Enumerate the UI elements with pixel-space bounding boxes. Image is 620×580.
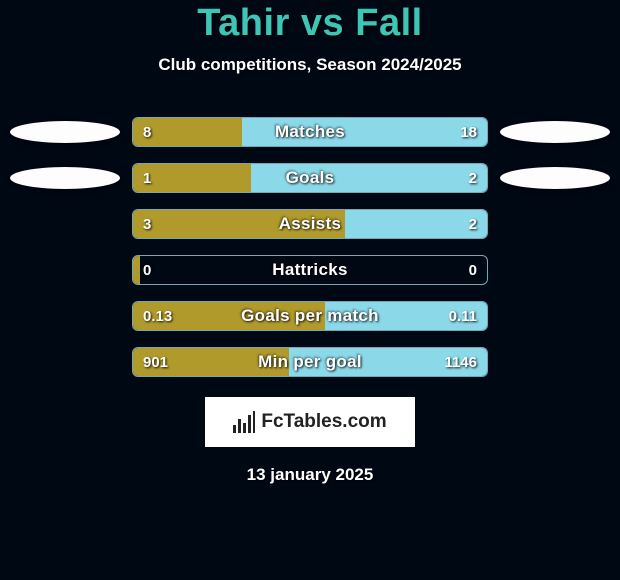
stat-value-right: 1146 [444,348,477,376]
stat-row: Hattricks0 0 [10,255,610,285]
player-avatar-right [500,167,610,189]
stat-bar: Goals per match0.13 0.11 [132,301,488,331]
bars-icon [233,411,255,433]
stat-row: Goals per match0.13 0.11 [10,301,610,331]
player-avatar-right [500,121,610,143]
stat-label: Min per goal [133,348,487,376]
stat-label: Assists [133,210,487,238]
stat-bar: Hattricks0 0 [132,255,488,285]
stat-bar: Assists3 2 [132,209,488,239]
spacer [10,305,120,327]
stat-value-left: 8 [143,118,151,146]
stat-bar: Goals1 2 [132,163,488,193]
date-label: 13 january 2025 [0,465,620,485]
player-avatar-left [10,167,120,189]
stat-label: Goals per match [133,302,487,330]
stats-container: Matches818Goals12Assists32Hattricks00Goa… [0,117,620,377]
stat-row: Matches8 18 [10,117,610,147]
spacer [500,259,610,281]
subtitle: Club competitions, Season 2024/2025 [0,55,620,75]
stat-value-left: 0 [143,256,151,284]
stat-value-right: 2 [469,210,477,238]
spacer [10,259,120,281]
stat-value-left: 0.13 [143,302,172,330]
stat-label: Goals [133,164,487,192]
branding-badge[interactable]: FcTables.com [205,397,415,447]
stat-row: Assists3 2 [10,209,610,239]
spacer [500,305,610,327]
spacer [10,351,120,373]
stat-row: Min per goal901 1146 [10,347,610,377]
stat-row: Goals1 2 [10,163,610,193]
stat-value-left: 901 [143,348,168,376]
stat-value-right: 0 [469,256,477,284]
player-avatar-left [10,121,120,143]
branding-label: FcTables.com [261,411,386,433]
stat-value-right: 2 [469,164,477,192]
comparison-card: Tahir vs Fall Club competitions, Season … [0,0,620,580]
stat-bar: Min per goal901 1146 [132,347,488,377]
spacer [500,213,610,235]
page-title: Tahir vs Fall [0,2,620,45]
stat-label: Matches [133,118,487,146]
stat-bar: Matches8 18 [132,117,488,147]
stat-value-left: 3 [143,210,151,238]
spacer [10,213,120,235]
stat-label: Hattricks [133,256,487,284]
stat-value-right: 0.11 [449,302,477,330]
spacer [500,351,610,373]
stat-value-left: 1 [143,164,151,192]
stat-value-right: 18 [460,118,477,146]
